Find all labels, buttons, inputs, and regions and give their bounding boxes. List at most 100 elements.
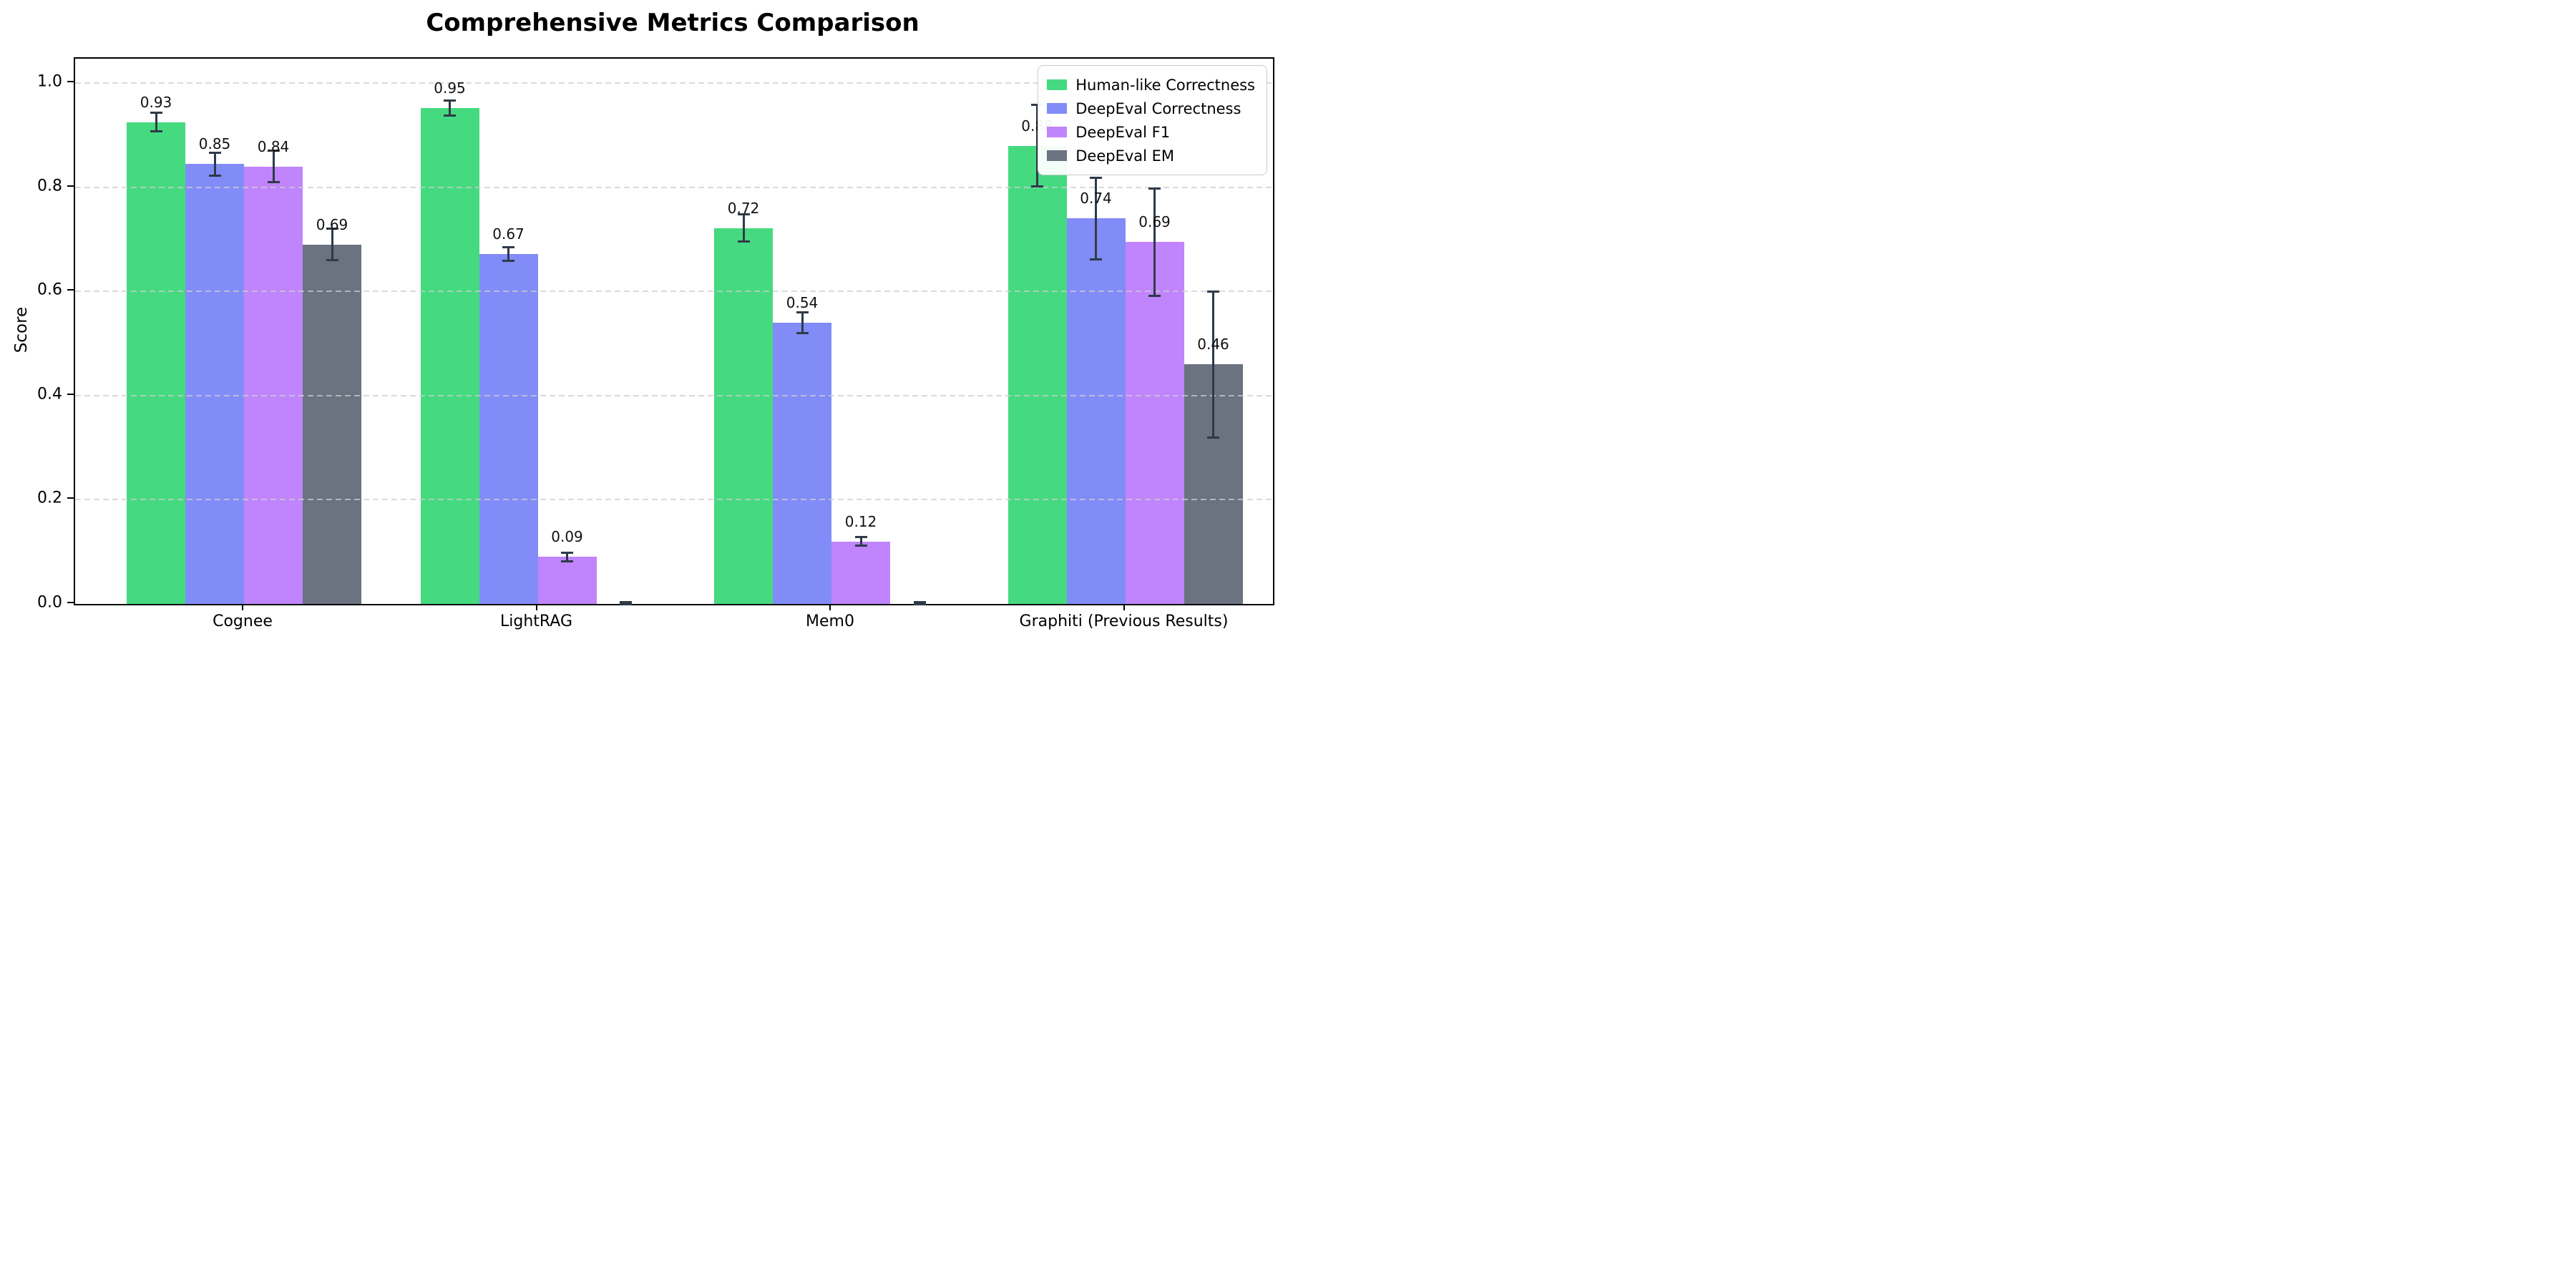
error-bar-cap (1090, 177, 1102, 180)
bar-value-label: 0.69 (1138, 213, 1171, 231)
chart-title: Comprehensive Metrics Comparison (426, 9, 919, 37)
x-tick (242, 604, 243, 610)
error-bar-cap (737, 213, 750, 216)
y-tick (67, 289, 74, 291)
y-tick-label: 0.8 (37, 177, 62, 195)
x-tick-label: Mem0 (806, 613, 854, 630)
bar-value-label: 0.67 (492, 225, 525, 243)
legend-item-label: DeepEval EM (1075, 147, 1175, 165)
y-tick (67, 602, 74, 603)
error-bar-cap (1207, 290, 1219, 293)
x-tick (829, 604, 831, 610)
error-bar-cap (913, 602, 926, 605)
error-bar-cap (1031, 104, 1043, 107)
bar (185, 164, 244, 604)
bar (714, 228, 773, 604)
legend: Human-like Correctness DeepEval Correctne… (1038, 65, 1267, 175)
error-bar-cap (267, 180, 280, 183)
legend-item-label: Human-like Correctness (1075, 76, 1255, 94)
bar (1125, 242, 1184, 604)
error-bar-cap (150, 112, 162, 114)
y-tick-label: 1.0 (37, 72, 62, 91)
legend-color-swatch (1047, 79, 1068, 90)
legend-item: DeepEval EM (1047, 144, 1255, 167)
error-bar-cap (1148, 294, 1161, 297)
legend-item-label: DeepEval Correctness (1075, 99, 1241, 117)
y-tick (67, 81, 74, 83)
y-tick (67, 497, 74, 499)
error-bar (1095, 177, 1097, 260)
error-bar-cap (502, 259, 514, 262)
bar-value-label: 0.46 (1197, 336, 1229, 353)
y-tick (67, 393, 74, 395)
error-bar (155, 112, 157, 132)
y-tick-label: 0.4 (37, 385, 62, 404)
y-tick-label: 0.0 (37, 593, 62, 612)
y-axis-label: Score (12, 306, 31, 353)
error-bar-cap (208, 174, 221, 177)
error-bar (507, 247, 509, 261)
error-bar (1036, 104, 1038, 187)
x-tick (535, 604, 537, 610)
error-bar-cap (854, 536, 867, 539)
x-tick-label: Graphiti (Previous Results) (1019, 613, 1229, 630)
y-tick (67, 185, 74, 187)
legend-color-swatch (1047, 103, 1068, 114)
bar-value-label: 0.95 (434, 79, 466, 97)
bar-value-label: 0.09 (551, 528, 583, 546)
error-bar-cap (620, 602, 632, 605)
error-bar-cap (796, 311, 809, 313)
error-bar-cap (913, 600, 926, 603)
error-bar (859, 537, 862, 546)
legend-item: Human-like Correctness (1047, 73, 1255, 97)
error-bar-cap (620, 600, 632, 603)
error-bar (1153, 188, 1156, 296)
error-bar-cap (502, 245, 514, 248)
plot-area: Human-like Correctness DeepEval Correctne… (74, 57, 1274, 605)
error-bar-cap (1090, 258, 1102, 260)
bar-value-label: 0.93 (140, 93, 172, 111)
bar (831, 541, 890, 604)
error-bar (331, 228, 333, 260)
bar (420, 108, 479, 604)
y-tick-label: 0.6 (37, 280, 62, 299)
x-tick (1123, 604, 1125, 610)
y-tick-label: 0.2 (37, 489, 62, 507)
x-tick-label: LightRAG (499, 613, 573, 630)
legend-item: DeepEval Correctness (1047, 97, 1255, 120)
error-bar-cap (150, 130, 162, 133)
bar-value-label: 0.54 (786, 293, 819, 311)
error-bar (1212, 291, 1214, 438)
error-bar (213, 152, 216, 176)
legend-item: DeepEval F1 (1047, 120, 1255, 144)
bar (1008, 145, 1067, 604)
error-bar-cap (1207, 436, 1219, 439)
bar (1066, 218, 1126, 604)
bar-value-label: 0.12 (844, 512, 877, 530)
bar (537, 557, 597, 604)
error-bar-cap (444, 114, 456, 117)
bar (244, 166, 303, 604)
bar-value-label: 0.84 (257, 137, 290, 155)
legend-item-label: DeepEval F1 (1075, 123, 1171, 141)
error-bar (801, 312, 804, 333)
error-bar-cap (854, 544, 867, 547)
error-bar (272, 150, 275, 182)
error-bar-cap (561, 552, 573, 555)
bar-value-label: 0.69 (316, 215, 348, 233)
bar (303, 244, 361, 604)
bar (479, 253, 538, 604)
error-bar-cap (796, 332, 809, 335)
error-bar-cap (444, 99, 456, 102)
error-bar-cap (267, 150, 280, 152)
error-bar-cap (1148, 187, 1161, 190)
legend-color-swatch (1047, 150, 1068, 161)
legend-color-swatch (1047, 127, 1068, 137)
error-bar (566, 552, 568, 562)
error-bar-cap (208, 151, 221, 154)
x-tick-label: Cognee (213, 613, 273, 630)
bar-value-label: 0.85 (198, 135, 231, 152)
error-bar (449, 100, 451, 116)
error-bar (742, 214, 745, 242)
bar (127, 122, 185, 604)
